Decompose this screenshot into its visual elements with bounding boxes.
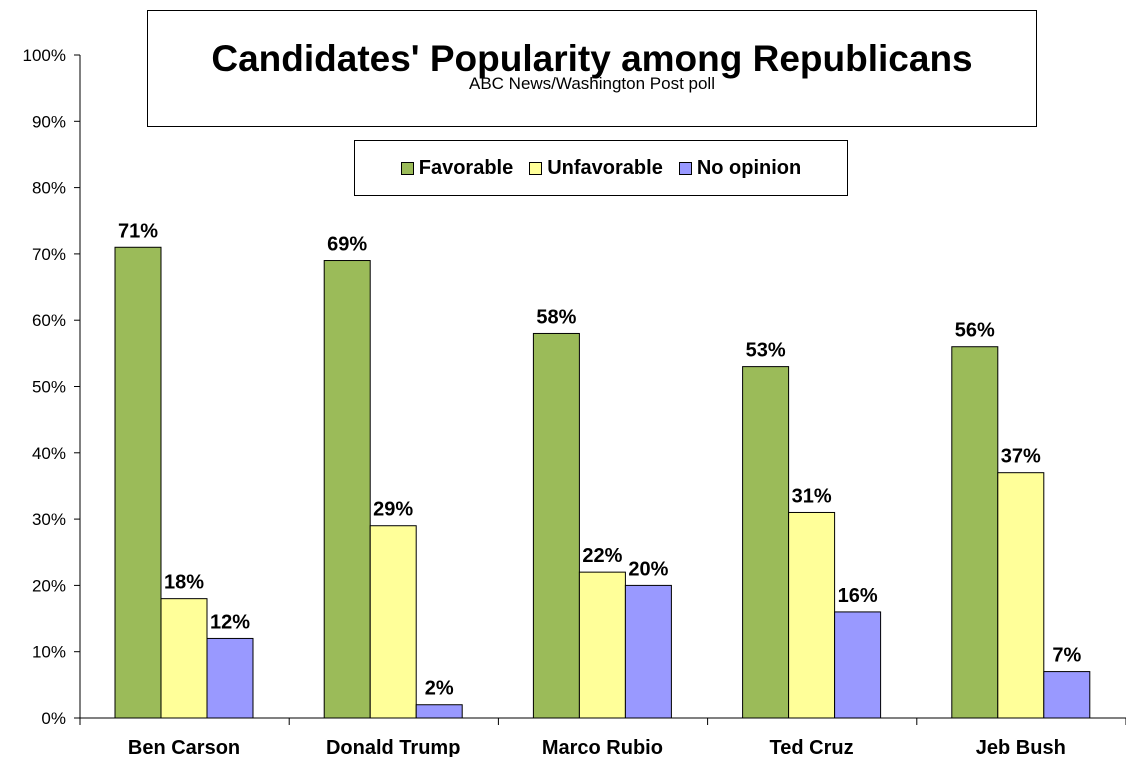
bar	[114, 246, 162, 719]
bar	[578, 571, 626, 719]
bar	[1043, 671, 1091, 719]
y-tick-label: 60%	[32, 311, 66, 330]
chart-subtitle: ABC News/Washington Post poll	[469, 74, 715, 93]
bar	[532, 332, 580, 719]
data-label: 22%	[582, 545, 622, 567]
data-label: 20%	[628, 558, 668, 580]
y-tick-label: 20%	[32, 576, 66, 595]
legend-item-unfavorable: Unfavorable	[529, 157, 663, 180]
legend-label-unfavorable: Unfavorable	[547, 156, 663, 179]
data-label: 56%	[955, 320, 995, 342]
chart-legend: Favorable Unfavorable No opinion	[354, 140, 848, 196]
bar	[206, 637, 254, 719]
y-tick-label: 10%	[32, 643, 66, 662]
legend-label-favorable: Favorable	[418, 156, 514, 179]
data-label: 7%	[1052, 645, 1081, 667]
bar	[997, 472, 1045, 719]
data-label: 53%	[746, 340, 786, 362]
bar	[834, 611, 882, 719]
y-tick-label: 100%	[23, 46, 66, 65]
bar	[415, 704, 463, 719]
data-label: 37%	[1001, 446, 1041, 468]
y-tick-label: 0%	[41, 709, 66, 728]
x-category-label: Jeb Bush	[976, 737, 1066, 757]
data-label: 18%	[164, 572, 204, 594]
x-category-label: Ted Cruz	[770, 737, 854, 757]
legend-label-no-opinion: No opinion	[696, 156, 802, 179]
legend-swatch-favorable	[400, 161, 414, 175]
bar	[160, 598, 208, 719]
x-category-label: Donald Trump	[326, 737, 460, 757]
bar	[323, 260, 371, 719]
bar	[742, 366, 790, 719]
legend-item-favorable: Favorable	[400, 156, 514, 180]
y-tick-label: 90%	[32, 112, 66, 131]
legend-item-no-opinion: No opinion	[678, 156, 802, 180]
legend-swatch-no-opinion	[678, 161, 692, 175]
data-label: 58%	[536, 306, 576, 328]
chart-title-box: Candidates' Popularity among Republicans…	[147, 10, 1037, 127]
y-tick-label: 40%	[32, 444, 66, 463]
data-label: 69%	[327, 234, 367, 256]
y-tick-label: 50%	[32, 378, 66, 397]
data-label: 2%	[425, 678, 454, 700]
legend-swatch-unfavorable	[529, 161, 543, 175]
bar	[788, 511, 836, 719]
bar	[369, 525, 417, 719]
data-label: 71%	[118, 220, 158, 242]
y-tick-label: 30%	[32, 510, 66, 529]
data-label: 12%	[210, 611, 250, 633]
chart-title: Candidates' Popularity among Republicans	[211, 38, 973, 79]
x-category-label: Marco Rubio	[542, 737, 663, 757]
data-label: 31%	[792, 485, 832, 507]
data-label: 16%	[838, 585, 878, 607]
x-category-label: Ben Carson	[128, 737, 240, 757]
y-tick-label: 80%	[32, 179, 66, 198]
data-label: 29%	[373, 499, 413, 521]
bar	[951, 346, 999, 719]
y-tick-label: 70%	[32, 245, 66, 264]
bar	[624, 584, 672, 719]
